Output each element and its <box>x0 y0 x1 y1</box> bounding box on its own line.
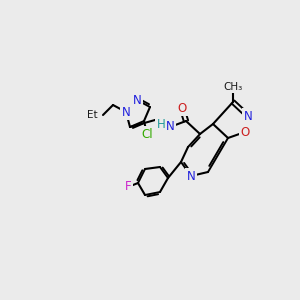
Text: Et: Et <box>87 110 98 120</box>
Text: F: F <box>125 181 131 194</box>
Text: O: O <box>177 101 187 115</box>
Text: N: N <box>133 94 141 106</box>
Text: N: N <box>166 121 174 134</box>
Text: O: O <box>240 125 250 139</box>
Text: Cl: Cl <box>141 128 153 140</box>
Text: CH₃: CH₃ <box>224 82 243 92</box>
Text: N: N <box>244 110 252 122</box>
Text: N: N <box>187 169 195 182</box>
Text: H: H <box>157 118 165 131</box>
Text: N: N <box>122 106 130 118</box>
